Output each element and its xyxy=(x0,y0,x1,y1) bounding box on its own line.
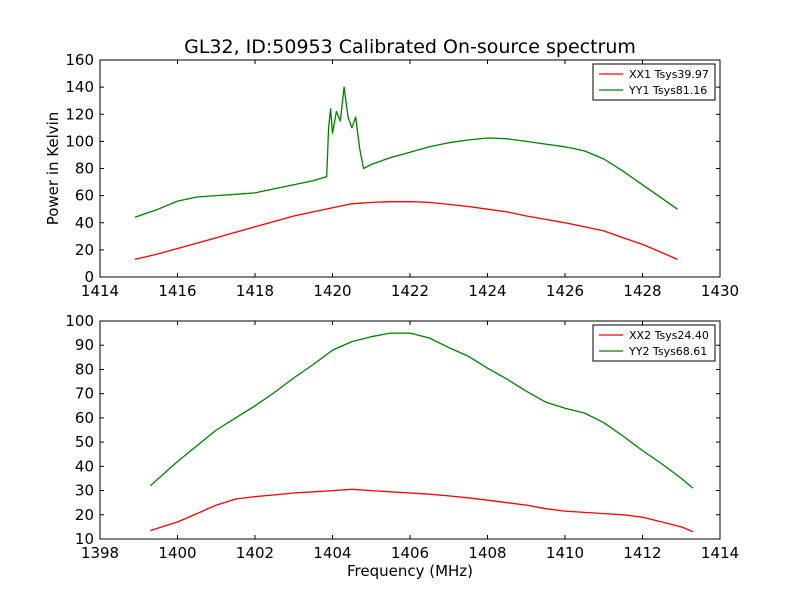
x-tick-label: 1428 xyxy=(623,282,661,300)
legend-label-1-2: YY1 Tsys81.16 xyxy=(628,84,707,97)
y-tick-label: 60 xyxy=(75,409,94,427)
y-tick-label: 0 xyxy=(84,268,94,286)
series-line-2-1 xyxy=(150,488,694,533)
x-tick-label: 1410 xyxy=(546,544,584,562)
y-tick-label: 40 xyxy=(75,457,94,475)
bottom-panel: 1398 1400 1402 1404 1406 1408 1410 1412 1414 10 20… xyxy=(65,312,739,562)
x-tick-label: 1414 xyxy=(701,544,739,562)
y-tick-label: 100 xyxy=(65,132,94,150)
y-tick-label: 30 xyxy=(75,482,94,500)
legend-label-2-2: YY2 Tsys68.61 xyxy=(628,345,707,358)
x-tick-label: 1422 xyxy=(391,282,429,300)
y-tick-label: 40 xyxy=(75,214,94,232)
y-tick-label: 20 xyxy=(75,241,94,259)
y-tick-label: 50 xyxy=(75,433,94,451)
y-tick-label: 120 xyxy=(65,105,94,123)
x-tick-label: 1400 xyxy=(158,544,196,562)
x-tick-label: 1408 xyxy=(468,544,506,562)
series-line-1-2 xyxy=(134,86,678,218)
x-tick-label: 1418 xyxy=(236,282,274,300)
y-tick-label: 160 xyxy=(65,51,94,69)
y-tick-label: 140 xyxy=(65,78,94,96)
y-tick-label: 100 xyxy=(65,312,94,330)
series-line-1-1 xyxy=(134,201,678,261)
x-tick-label: 1398 xyxy=(81,544,119,562)
y-tick-label: 80 xyxy=(75,360,94,378)
legend-label-2-1: XX2 Tsys24.40 xyxy=(629,329,709,342)
x-tick-label: 1426 xyxy=(546,282,584,300)
x-tick-label: 1412 xyxy=(623,544,661,562)
y-tick-label: 70 xyxy=(75,385,94,403)
x-tick-label: 1414 xyxy=(81,282,119,300)
y-tick-label: 90 xyxy=(75,336,94,354)
legend-label-1-1: XX1 Tsys39.97 xyxy=(629,68,709,81)
x-tick-label: 1420 xyxy=(313,282,351,300)
legend-box-2 xyxy=(592,324,716,362)
y-tick-label: 60 xyxy=(75,187,94,205)
series-line-2-2 xyxy=(149,332,694,489)
top-panel: 1414 1416 1418 1420 1422 1424 1426 1428 1430 0 20 4… xyxy=(65,51,739,300)
x-tick-label: 1404 xyxy=(313,544,351,562)
legend-box-1 xyxy=(592,63,716,101)
chart-title-top: GL32, ID:50953 Calibrated On-source spec… xyxy=(184,36,636,58)
y-tick-label: 80 xyxy=(75,160,94,178)
x-tick-label: 1416 xyxy=(158,282,196,300)
y-tick-label: 20 xyxy=(75,506,94,524)
y-axis-title-top: Power in Kelvin xyxy=(44,112,62,226)
x-tick-label: 1406 xyxy=(391,544,429,562)
x-tick-label: 1402 xyxy=(236,544,274,562)
y-tick-label: 10 xyxy=(75,530,94,548)
x-tick-label: 1430 xyxy=(701,282,739,300)
x-axis-title-bottom: Frequency (MHz) xyxy=(347,562,473,580)
x-tick-label: 1424 xyxy=(468,282,506,300)
